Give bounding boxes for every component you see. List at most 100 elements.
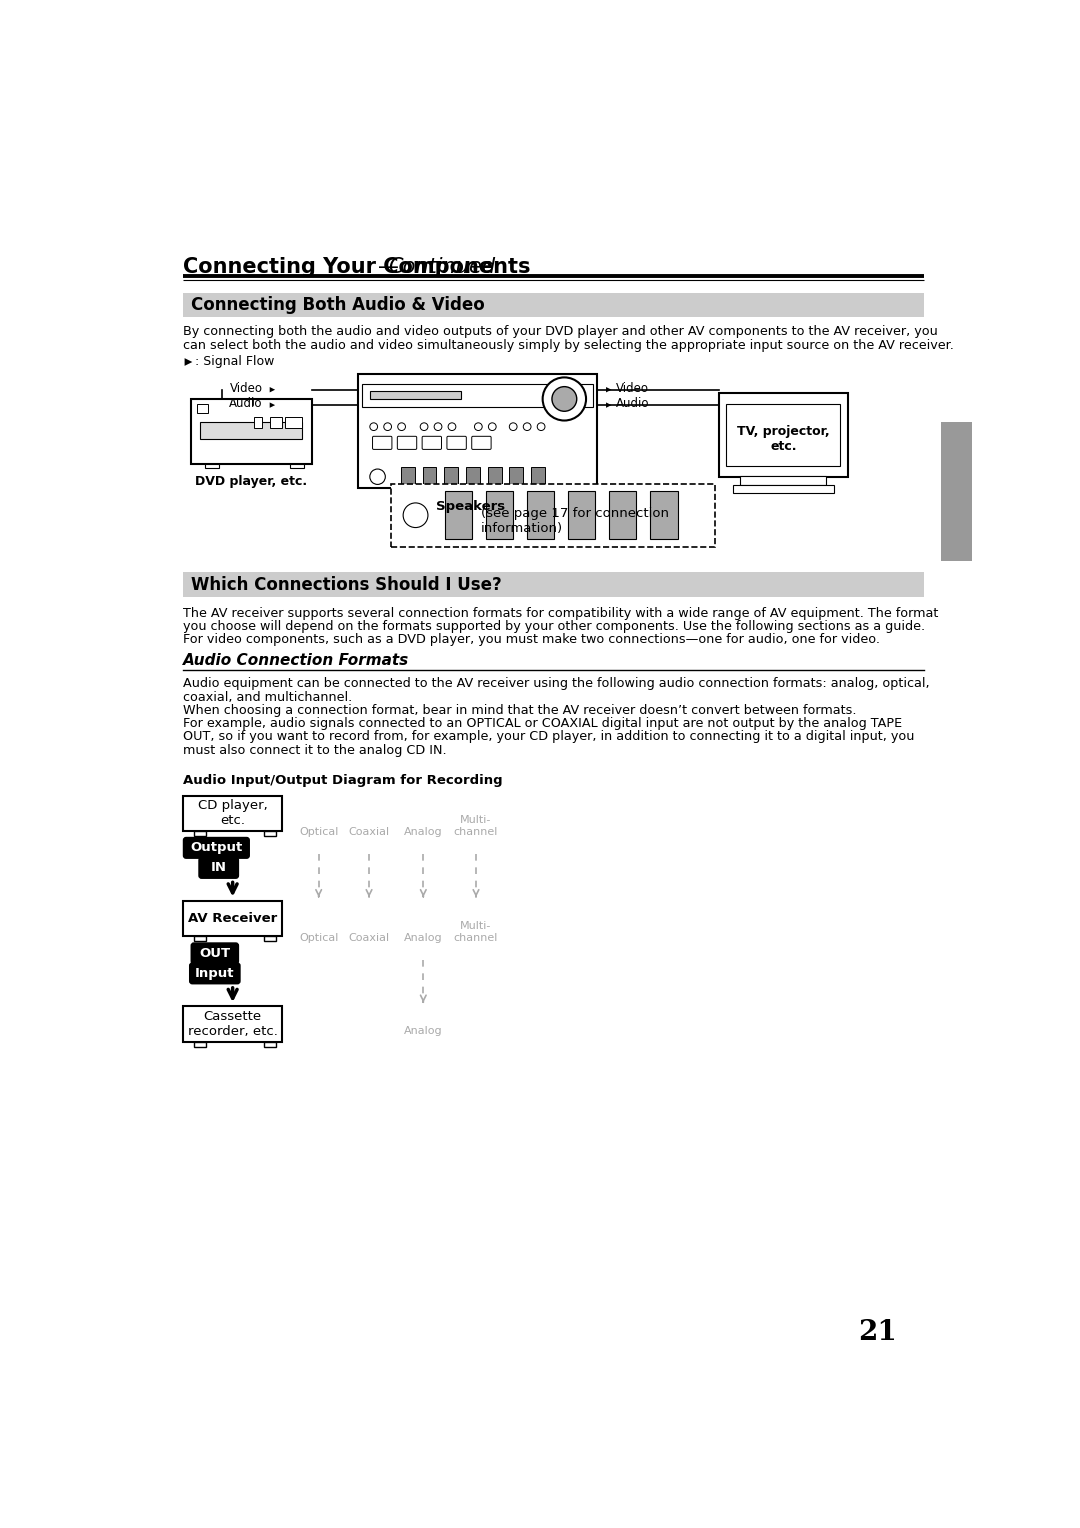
Bar: [527, 492, 554, 539]
FancyBboxPatch shape: [373, 437, 392, 449]
Bar: [264, 937, 276, 941]
Text: The AV receiver supports several connection formats for compatibility with a wid: The AV receiver supports several connect…: [183, 607, 939, 619]
Text: Speakers: Speakers: [435, 500, 504, 513]
Circle shape: [403, 503, 428, 527]
Text: Coaxial: Coaxial: [349, 932, 390, 943]
Bar: [194, 831, 206, 836]
Polygon shape: [606, 402, 611, 408]
Circle shape: [448, 423, 456, 431]
Text: When choosing a connection format, bear in mind that the AV receiver doesn’t con: When choosing a connection format, bear …: [183, 704, 856, 717]
Text: Continued: Continued: [388, 257, 495, 277]
Bar: [183, 796, 282, 831]
Text: IN: IN: [211, 862, 227, 874]
Text: For video components, such as a DVD player, you must make two connections—one fo: For video components, such as a DVD play…: [183, 633, 880, 646]
FancyBboxPatch shape: [941, 422, 973, 561]
Text: can select both the audio and video simultaneously simply by selecting the appro: can select both the audio and video simu…: [183, 339, 954, 351]
Circle shape: [369, 423, 378, 431]
FancyBboxPatch shape: [422, 437, 442, 449]
Text: must also connect it to the analog CD IN.: must also connect it to the analog CD IN…: [183, 744, 447, 756]
Text: Optical: Optical: [299, 932, 338, 943]
Bar: [191, 399, 312, 465]
Polygon shape: [270, 387, 275, 393]
Text: Connecting Your Components: Connecting Your Components: [183, 257, 530, 277]
Text: Input: Input: [195, 967, 234, 979]
Bar: [194, 1042, 206, 1047]
Text: Analog: Analog: [404, 827, 443, 837]
Circle shape: [474, 423, 482, 431]
Text: (see page 17 for connection
information): (see page 17 for connection information): [481, 507, 669, 535]
Polygon shape: [606, 387, 611, 393]
Circle shape: [552, 387, 577, 411]
Circle shape: [542, 377, 586, 420]
Text: For example, audio signals connected to an OPTICAL or COAXIAL digital input are : For example, audio signals connected to …: [183, 718, 902, 730]
Bar: [264, 831, 276, 836]
Text: Audio: Audio: [229, 397, 262, 410]
Bar: [445, 492, 472, 539]
Text: : Signal Flow: : Signal Flow: [195, 356, 274, 368]
Bar: [422, 466, 436, 484]
Bar: [291, 463, 303, 468]
FancyBboxPatch shape: [447, 437, 467, 449]
Text: Output: Output: [190, 842, 243, 854]
Bar: [183, 902, 282, 937]
Bar: [488, 466, 501, 484]
Text: Connecting Both Audio & Video: Connecting Both Audio & Video: [191, 296, 485, 315]
Bar: [183, 1007, 282, 1042]
Text: you choose will depend on the formats supported by your other components. Use th: you choose will depend on the formats su…: [183, 620, 926, 633]
Bar: [444, 466, 458, 484]
Bar: [486, 492, 513, 539]
Bar: [650, 492, 677, 539]
Circle shape: [369, 469, 386, 484]
Circle shape: [397, 423, 405, 431]
Circle shape: [510, 423, 517, 431]
Text: Video: Video: [616, 382, 648, 394]
Bar: [510, 466, 524, 484]
Bar: [465, 466, 480, 484]
Bar: [727, 405, 840, 466]
Bar: [568, 492, 595, 539]
Circle shape: [383, 423, 392, 431]
Polygon shape: [185, 358, 192, 365]
Bar: [183, 293, 924, 318]
Bar: [205, 463, 218, 468]
Bar: [197, 405, 207, 413]
Bar: [740, 475, 826, 486]
Text: Multi-
channel: Multi- channel: [454, 921, 498, 943]
Text: 21: 21: [859, 1319, 896, 1346]
Bar: [391, 484, 715, 547]
Bar: [359, 374, 597, 487]
Bar: [732, 486, 834, 494]
Bar: [254, 417, 262, 428]
Text: Audio: Audio: [616, 397, 649, 410]
Bar: [285, 417, 302, 428]
FancyBboxPatch shape: [191, 943, 238, 963]
Bar: [194, 937, 206, 941]
Bar: [401, 466, 415, 484]
Text: Analog: Analog: [404, 1025, 443, 1036]
FancyBboxPatch shape: [184, 837, 248, 857]
Circle shape: [434, 423, 442, 431]
Circle shape: [488, 423, 496, 431]
FancyBboxPatch shape: [190, 963, 240, 984]
Bar: [270, 417, 282, 428]
Bar: [264, 1042, 276, 1047]
Text: Which Connections Should I Use?: Which Connections Should I Use?: [191, 576, 501, 593]
Circle shape: [524, 423, 531, 431]
Text: OUT: OUT: [200, 947, 230, 960]
Text: TV, projector,
etc.: TV, projector, etc.: [737, 425, 829, 452]
Text: Audio Input/Output Diagram for Recording: Audio Input/Output Diagram for Recording: [183, 773, 502, 787]
Text: OUT, so if you want to record from, for example, your CD player, in addition to : OUT, so if you want to record from, for …: [183, 730, 915, 744]
Text: Cassette
recorder, etc.: Cassette recorder, etc.: [188, 1010, 278, 1038]
Text: Optical: Optical: [299, 827, 338, 837]
Circle shape: [537, 423, 545, 431]
Text: Audio equipment can be connected to the AV receiver using the following audio co: Audio equipment can be connected to the …: [183, 677, 930, 691]
Polygon shape: [270, 402, 275, 408]
FancyBboxPatch shape: [472, 437, 491, 449]
Circle shape: [420, 423, 428, 431]
Text: coaxial, and multichannel.: coaxial, and multichannel.: [183, 691, 352, 704]
Text: DVD player, etc.: DVD player, etc.: [195, 475, 308, 487]
Text: By connecting both the audio and video outputs of your DVD player and other AV c: By connecting both the audio and video o…: [183, 325, 937, 339]
FancyBboxPatch shape: [397, 437, 417, 449]
Bar: [183, 571, 924, 597]
Bar: [362, 384, 593, 406]
